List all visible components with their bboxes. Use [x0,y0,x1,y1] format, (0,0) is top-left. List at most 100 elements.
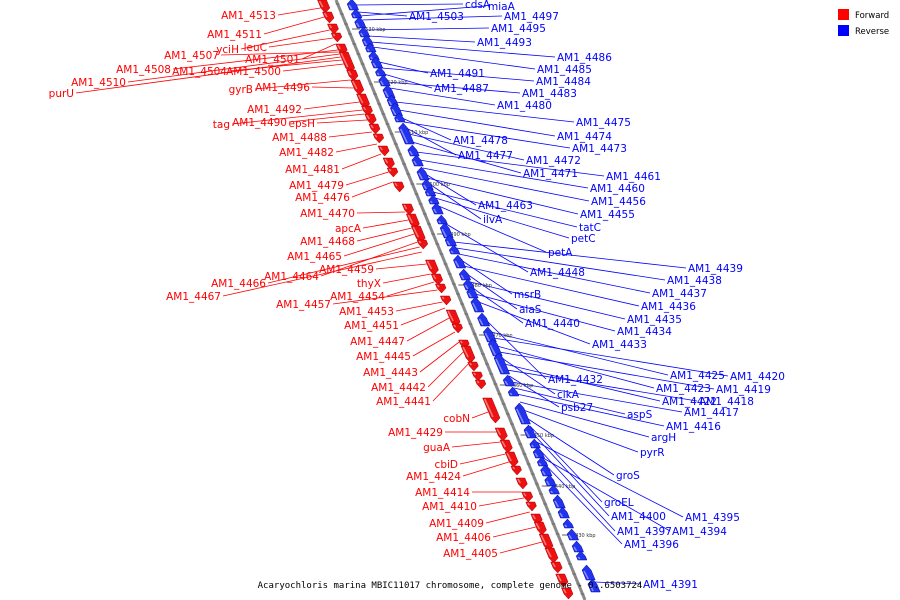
reverse-gene-feature[interactable] [557,506,570,519]
reverse-gene-label[interactable]: AM1_4485 [537,64,592,76]
forward-gene-label[interactable]: AM1_4490 [232,117,287,129]
forward-gene-label[interactable]: AM1_4443 [363,367,418,379]
reverse-gene-label[interactable]: AM1_4400 [611,511,666,523]
reverse-gene-feature[interactable] [507,386,520,397]
forward-gene-label[interactable]: AM1_4442 [371,382,426,394]
reverse-gene-label[interactable]: AM1_4484 [536,76,591,88]
reverse-gene-label[interactable]: AM1_4395 [685,512,740,524]
forward-gene-feature[interactable] [361,105,373,117]
reverse-gene-label[interactable]: AM1_4487 [434,83,489,95]
reverse-gene-label[interactable]: psb27 [561,402,593,414]
forward-gene-feature[interactable] [386,167,399,178]
reverse-gene-label[interactable]: AM1_4433 [592,339,647,351]
reverse-gene-label[interactable]: AM1_4439 [688,263,743,275]
reverse-gene-label[interactable]: AM1_4460 [590,183,645,195]
reverse-gene-label[interactable]: AM1_4435 [627,314,682,326]
reverse-gene-label[interactable]: AM1_4456 [591,196,646,208]
forward-gene-label[interactable]: AM1_4459 [319,264,374,276]
reverse-gene-label[interactable]: miaA [488,1,516,13]
forward-gene-label[interactable]: tag [213,119,230,131]
forward-gene-label[interactable]: AM1_4511 [207,29,262,41]
reverse-gene-label[interactable]: groEL [604,497,634,509]
forward-gene-label[interactable]: AM1_4441 [376,396,431,408]
forward-gene-feature[interactable] [439,295,452,306]
reverse-gene-label[interactable]: AM1_4420 [730,371,785,383]
reverse-gene-label[interactable]: AM1_4437 [652,288,707,300]
reverse-gene-label[interactable]: AM1_4473 [572,143,627,155]
forward-gene-feature[interactable] [482,397,501,424]
forward-gene-label[interactable]: apcA [335,223,362,235]
forward-gene-feature[interactable] [504,451,519,468]
reverse-gene-label[interactable]: AM1_4396 [624,539,679,551]
reverse-gene-feature[interactable] [477,312,491,327]
forward-gene-label[interactable]: gyrB [229,84,253,96]
forward-gene-feature[interactable] [499,439,513,454]
reverse-gene-label[interactable]: AM1_4438 [667,275,722,287]
forward-gene-label[interactable]: AM1_4504 [172,66,227,78]
reverse-gene-label[interactable]: aspS [627,409,653,421]
forward-gene-label[interactable]: leuC [244,42,267,54]
reverse-gene-label[interactable]: AM1_4497 [504,11,559,23]
reverse-gene-label[interactable]: AM1_4474 [557,131,612,143]
forward-gene-label[interactable]: AM1_4492 [247,104,302,116]
reverse-gene-label[interactable]: AM1_4471 [523,168,578,180]
reverse-gene-feature[interactable] [351,8,363,19]
reverse-gene-feature[interactable] [571,540,584,553]
reverse-gene-feature[interactable] [431,202,444,215]
forward-gene-label[interactable]: AM1_4488 [272,132,327,144]
reverse-gene-feature[interactable] [514,402,531,425]
forward-gene-label[interactable]: cbiD [435,459,458,471]
forward-gene-label[interactable]: AM1_4470 [300,208,355,220]
reverse-gene-feature[interactable] [354,16,367,29]
forward-gene-feature[interactable] [377,145,390,157]
reverse-gene-label[interactable]: AM1_4493 [477,37,532,49]
reverse-gene-feature[interactable] [552,494,566,509]
reverse-gene-feature[interactable] [562,518,574,529]
forward-gene-label[interactable]: AM1_4457 [276,299,331,311]
reverse-gene-label[interactable]: AM1_4394 [672,526,727,538]
reverse-gene-feature[interactable] [523,424,537,439]
reverse-gene-feature[interactable] [424,186,437,197]
forward-gene-label[interactable]: AM1_4501 [245,54,300,66]
forward-gene-feature[interactable] [451,323,463,334]
forward-gene-feature[interactable] [317,0,331,14]
forward-gene-label[interactable]: AM1_4447 [350,336,405,348]
reverse-gene-label[interactable]: AM1_4432 [548,374,603,386]
forward-gene-feature[interactable] [544,547,559,564]
reverse-gene-label[interactable]: cikA [557,389,580,401]
forward-gene-feature[interactable] [322,11,335,24]
reverse-gene-label[interactable]: argH [651,432,676,444]
forward-gene-feature[interactable] [521,491,534,503]
reverse-gene-label[interactable]: cdsA [465,0,491,11]
reverse-gene-label[interactable]: tatC [579,222,601,234]
forward-gene-label[interactable]: thyX [357,278,381,290]
forward-gene-feature[interactable] [525,501,537,512]
reverse-gene-label[interactable]: msrB [514,289,541,301]
reverse-gene-label[interactable]: AM1_4422 [662,396,717,408]
reverse-gene-label[interactable]: AM1_4434 [617,326,672,338]
reverse-gene-feature[interactable] [436,214,448,225]
reverse-gene-feature[interactable] [448,244,461,255]
forward-gene-label[interactable]: AM1_4500 [226,66,281,78]
reverse-gene-label[interactable]: groS [616,470,640,482]
reverse-gene-feature[interactable] [398,122,415,145]
forward-gene-feature[interactable] [533,521,547,536]
forward-gene-feature[interactable] [510,465,522,476]
reverse-gene-label[interactable]: AM1_4495 [491,23,546,35]
reverse-gene-feature[interactable] [544,474,557,487]
reverse-gene-feature[interactable] [466,286,479,299]
reverse-gene-label[interactable]: pyrR [640,447,665,459]
forward-gene-feature[interactable] [401,203,414,216]
reverse-gene-label[interactable]: AM1_4503 [409,11,464,23]
reverse-gene-label[interactable]: AM1_4491 [430,68,485,80]
reverse-gene-label[interactable]: AM1_4477 [458,150,513,162]
forward-gene-feature[interactable] [494,427,508,442]
forward-gene-feature[interactable] [474,379,487,390]
reverse-gene-feature[interactable] [428,194,440,205]
reverse-gene-label[interactable]: AM1_4440 [525,318,580,330]
reverse-gene-feature[interactable] [453,254,467,269]
forward-gene-label[interactable]: AM1_4482 [279,147,334,159]
reverse-gene-label[interactable]: AM1_4472 [526,155,581,167]
forward-gene-label[interactable]: AM1_4479 [289,180,344,192]
forward-gene-feature[interactable] [346,69,359,82]
